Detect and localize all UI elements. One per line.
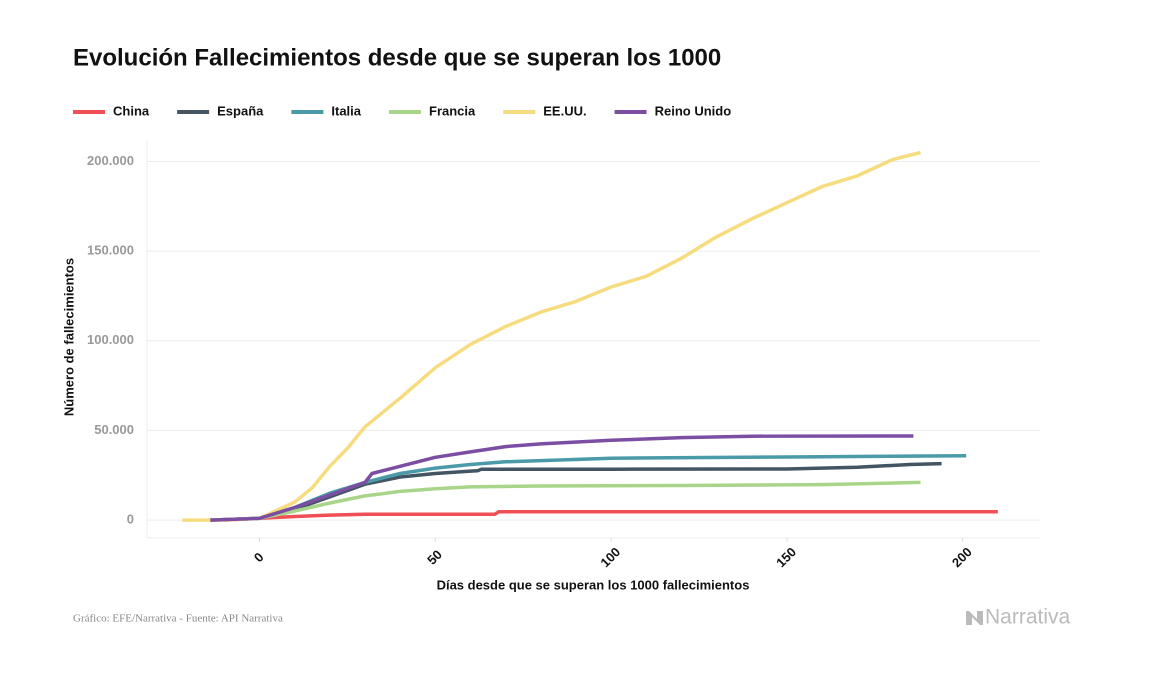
legend-label: China: [113, 103, 150, 118]
x-axis-label: Días desde que se superan los 1000 falle…: [437, 577, 750, 592]
series-line: [210, 480, 921, 522]
brand-name: Narrativa: [985, 606, 1071, 629]
y-tick-label: 0: [127, 512, 134, 527]
series-line: [224, 510, 998, 522]
y-tick-label: 200.000: [87, 153, 134, 168]
x-tick-label: 100: [597, 544, 623, 570]
legend-label: España: [217, 103, 264, 118]
legend-label: Francia: [429, 103, 476, 118]
source-note: Gráfico: EFE/Narrativa - Fuente: API Nar…: [73, 613, 283, 625]
x-tick-label: 0: [251, 549, 267, 565]
legend-label: EE.UU.: [543, 103, 586, 118]
legend-label: Italia: [331, 103, 361, 118]
y-tick-label: 100.000: [87, 332, 134, 347]
series-line: [182, 150, 921, 522]
legend-label: Reino Unido: [655, 103, 732, 118]
x-tick-label: 150: [773, 544, 799, 570]
y-tick-label: 50.000: [94, 422, 134, 437]
series-line: [210, 434, 914, 522]
chart-title: Evolución Fallecimientos desde que se su…: [73, 44, 721, 71]
y-axis-label: Número de fallecimientos: [61, 258, 76, 416]
brand-logo: [966, 611, 983, 625]
x-tick-label: 50: [424, 547, 445, 568]
x-tick-label: 200: [949, 544, 975, 570]
y-tick-label: 150.000: [87, 243, 134, 258]
